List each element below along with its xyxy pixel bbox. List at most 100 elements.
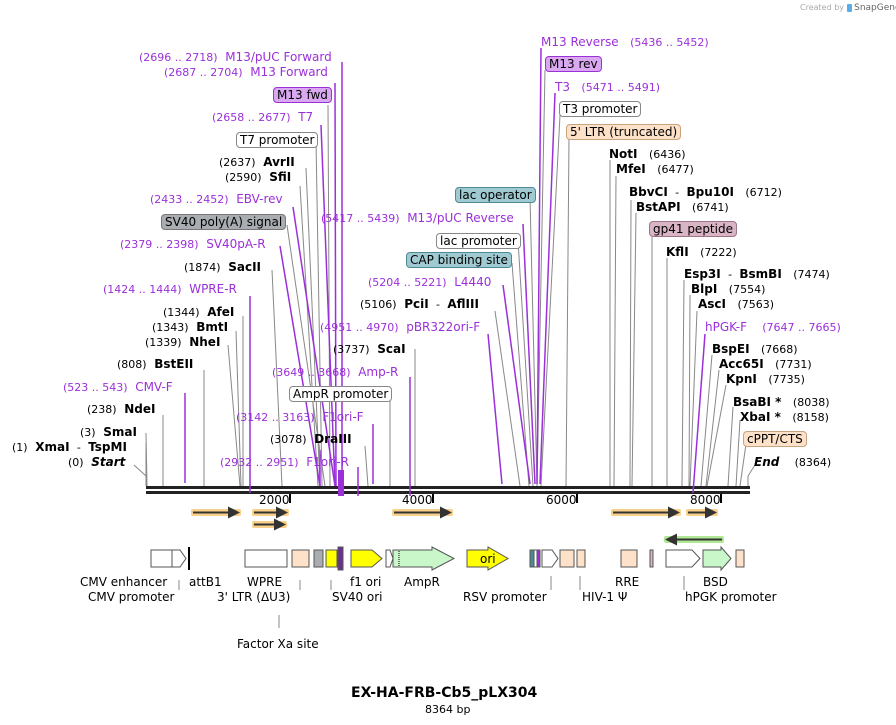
enzyme-nhei[interactable]: (1339) NheI	[145, 335, 220, 350]
primer-sv40pa-r[interactable]: (2379 .. 2398) SV40pA-R	[120, 237, 266, 252]
enzyme-pos: (6436)	[648, 148, 686, 161]
enzyme-smai[interactable]: (3) SmaI	[80, 425, 137, 440]
separator: -	[724, 268, 736, 281]
primer-wpre-r[interactable]: (1424 .. 1444) WPRE-R	[103, 282, 237, 297]
enzyme-name: NdeI	[124, 402, 156, 416]
enzyme-pcii-afliii[interactable]: (5106) PciI - AflIII	[360, 297, 479, 312]
enzyme-pos: (808)	[117, 358, 147, 371]
primer-m13-forward[interactable]: (2687 .. 2704) M13 Forward	[164, 65, 328, 80]
enzyme-asci[interactable]: AscI (7563)	[698, 297, 774, 312]
enzyme-xmai-tspmi[interactable]: (1) XmaI - TspMI	[12, 440, 127, 455]
primer-pos: (2687 .. 2704)	[164, 66, 243, 79]
enzyme-pos: (7731)	[775, 358, 812, 371]
feature-factor-xa-site[interactable]: Factor Xa site	[237, 637, 319, 651]
primer-pos: (5204 .. 5221)	[368, 276, 447, 289]
enzyme-pos: (1339)	[145, 336, 182, 349]
primer-name: EBV-rev	[236, 192, 283, 206]
feature-m13-rev[interactable]: M13 rev	[545, 56, 602, 72]
enzyme-sacii[interactable]: (1874) SacII	[184, 260, 261, 275]
enzyme-kpni[interactable]: KpnI (7735)	[726, 372, 805, 387]
map-end[interactable]: End (8364)	[754, 455, 831, 470]
feature-cmv-promoter[interactable]: CMV promoter	[88, 590, 175, 604]
primer-name: hPGK-F	[705, 320, 747, 334]
feature-f1-ori[interactable]: f1 ori	[350, 575, 382, 589]
feature-rsv-promoter[interactable]: RSV promoter	[463, 590, 547, 604]
feature-rre[interactable]: RRE	[615, 575, 640, 589]
enzyme-name: BmtI	[196, 320, 229, 334]
feature-m13-fwd[interactable]: M13 fwd	[273, 87, 332, 103]
enzyme-bbvci-bpu10i[interactable]: BbvCI - Bpu10I (6712)	[629, 185, 782, 200]
primer-m13-puc-reverse[interactable]: (5417 .. 5439) M13/pUC Reverse	[321, 211, 514, 226]
enzyme-esp3i-bsmbi[interactable]: Esp3I - BsmBI (7474)	[684, 267, 830, 282]
map-start[interactable]: (0) Start	[68, 455, 125, 470]
enzyme-ndei[interactable]: (238) NdeI	[87, 402, 155, 417]
enzyme-sfii[interactable]: (2590) SfiI	[225, 170, 291, 185]
enzyme-bsabi[interactable]: BsaBI * (8038)	[733, 395, 829, 410]
primer-pbr322ori-f[interactable]: (4951 .. 4970) pBR322ori-F	[320, 320, 480, 335]
feature-t3-promoter[interactable]: T3 promoter	[559, 101, 642, 117]
enzyme-name: NheI	[189, 335, 221, 349]
feature-3-ltr[interactable]: 3' LTR (ΔU3)	[217, 590, 291, 604]
feature-lac-promoter[interactable]: lac promoter	[436, 233, 521, 249]
enzyme-pos: (238)	[87, 403, 117, 416]
start-pos: (0)	[68, 456, 84, 469]
feature-hiv1-psi[interactable]: HIV-1 Ψ	[582, 590, 628, 604]
feature-cppt-cts[interactable]: cPPT/CTS	[743, 431, 807, 447]
enzyme-name-2: BsmBI	[739, 267, 782, 281]
enzyme-mfei[interactable]: MfeI (6477)	[616, 162, 694, 177]
enzyme-draiii[interactable]: (3078) DraIII	[270, 432, 352, 447]
primer-f1ori-r[interactable]: (2932 .. 2951) F1ori-R	[220, 455, 349, 470]
primer-m13-reverse[interactable]: M13 Reverse (5436 .. 5452)	[541, 35, 709, 50]
primer-l4440[interactable]: (5204 .. 5221) L4440	[368, 275, 491, 290]
feature-5-ltr-truncated[interactable]: 5' LTR (truncated)	[566, 124, 682, 140]
primer-f1ori-f[interactable]: (3142 .. 3163) F1ori-F	[236, 410, 364, 425]
primer-pos: (2433 .. 2452)	[150, 193, 229, 206]
primer-name: SV40pA-R	[206, 237, 266, 251]
enzyme-name: AvrII	[263, 155, 295, 169]
feature-ampr[interactable]: AmpR	[404, 575, 440, 589]
enzyme-bspei[interactable]: BspEI (7668)	[712, 342, 798, 357]
primer-cmv-f[interactable]: (523 .. 543) CMV-F	[63, 380, 173, 395]
feature-t7-promoter[interactable]: T7 promoter	[236, 132, 319, 148]
feature-ampr-promoter[interactable]: AmpR promoter	[289, 386, 393, 402]
ori-inline-label: ori	[480, 552, 496, 566]
primer-pos: (2658 .. 2677)	[212, 111, 291, 124]
feature-lac-operator[interactable]: lac operator	[455, 187, 536, 203]
feature-gp41-peptide[interactable]: gp41 peptide	[649, 221, 737, 237]
primer-name: L4440	[454, 275, 492, 289]
enzyme-scai[interactable]: (3737) ScaI	[333, 342, 406, 357]
enzyme-acc65i[interactable]: Acc65I (7731)	[719, 357, 812, 372]
enzyme-name: SmaI	[103, 425, 137, 439]
enzyme-bsteii[interactable]: (808) BstEII	[117, 357, 193, 372]
feature-sv40-ori[interactable]: SV40 ori	[332, 590, 383, 604]
enzyme-bstapi[interactable]: BstAPI (6741)	[636, 200, 729, 215]
feature-cmv-enhancer[interactable]: CMV enhancer	[80, 575, 168, 589]
primer-t7[interactable]: (2658 .. 2677) T7	[212, 110, 313, 125]
enzyme-blpi[interactable]: BlpI (7554)	[691, 282, 765, 297]
feature-sv40-polya-signal[interactable]: SV40 poly(A) signal	[161, 214, 287, 230]
enzyme-afei[interactable]: (1344) AfeI	[163, 305, 234, 320]
enzyme-avrii[interactable]: (2637) AvrII	[219, 155, 295, 170]
primer-hpgk-f[interactable]: hPGK-F (7647 .. 7665)	[705, 320, 841, 335]
primer-amp-r[interactable]: (3649 .. 3668) Amp-R	[272, 365, 398, 380]
primer-t3[interactable]: T3 (5471 .. 5491)	[555, 80, 660, 95]
primer-pos: (3142 .. 3163)	[236, 411, 315, 424]
enzyme-noti[interactable]: NotI (6436)	[609, 147, 686, 162]
primer-pos: (523 .. 543)	[63, 381, 128, 394]
primer-name: F1ori-R	[306, 455, 350, 469]
enzyme-bmti[interactable]: (1343) BmtI	[152, 320, 228, 335]
feature-bsd[interactable]: BSD	[703, 575, 728, 589]
enzyme-name-2: Bpu10I	[686, 185, 734, 199]
feature-wpre[interactable]: WPRE	[247, 575, 283, 589]
enzyme-pos: (6477)	[657, 163, 694, 176]
primer-m13-puc-forward[interactable]: (2696 .. 2718) M13/pUC Forward	[139, 50, 332, 65]
feature-attb1[interactable]: attB1	[189, 575, 222, 589]
feature-hpgk-promoter[interactable]: hPGK promoter	[685, 590, 777, 604]
enzyme-name: Esp3I	[684, 267, 721, 281]
enzyme-xbai[interactable]: XbaI * (8158)	[740, 410, 829, 425]
enzyme-kfli[interactable]: KflI (7222)	[666, 245, 737, 260]
primer-ebv-rev[interactable]: (2433 .. 2452) EBV-rev	[150, 192, 283, 207]
tick-6000: 6000	[546, 493, 577, 507]
primer-name: M13 Forward	[250, 65, 328, 79]
feature-cap-binding-site[interactable]: CAP binding site	[406, 252, 512, 268]
